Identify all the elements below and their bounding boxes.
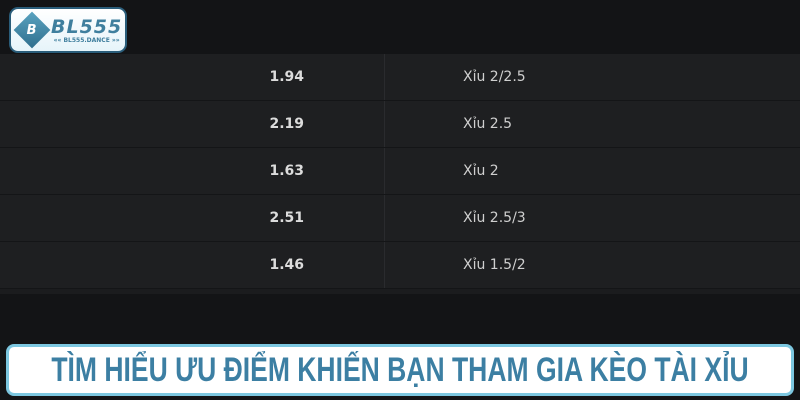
bet-cell: Xỉu 2 [463,163,499,179]
odds-cell[interactable]: 2.19 [0,101,385,147]
title-banner: TÌM HIỂU ƯU ĐIỂM KHIẾN BẠN THAM GIA KÈO … [6,344,794,396]
banner-title: TÌM HIỂU ƯU ĐIỂM KHIẾN BẠN THAM GIA KÈO … [51,350,749,389]
table-row[interactable]: 1.63 Xỉu 2 [0,148,800,195]
odds-cell[interactable]: 1.46 [0,242,385,288]
bet-cell: Xỉu 2.5/3 [463,210,526,226]
odds-cell[interactable]: 1.63 [0,148,385,194]
odds-cell[interactable]: 1.94 [0,54,385,100]
logo-diamond-icon: B [13,11,51,49]
table-row[interactable]: 1.46 Xỉu 1.5/2 [0,242,800,289]
table-row[interactable]: 2.51 Xỉu 2.5/3 [0,195,800,242]
brand-logo: B BL555 «« BL555.DANCE »» [9,7,127,53]
logo-subtitle: «« BL555.DANCE »» [53,36,120,44]
bet-cell: Xỉu 2.5 [463,116,513,132]
logo-name: BL555 [51,15,123,38]
table-row[interactable]: 2.19 Xỉu 2.5 [0,101,800,148]
table-row[interactable]: 1.94 Xỉu 2/2.5 [0,54,800,101]
bet-cell: Xỉu 2/2.5 [463,69,526,85]
odds-table: 1.94 Xỉu 2/2.5 2.19 Xỉu 2.5 1.63 Xỉu 2 2.51… [0,54,800,294]
odds-cell[interactable]: 2.51 [0,195,385,241]
bet-cell: Xỉu 1.5/2 [463,257,526,273]
